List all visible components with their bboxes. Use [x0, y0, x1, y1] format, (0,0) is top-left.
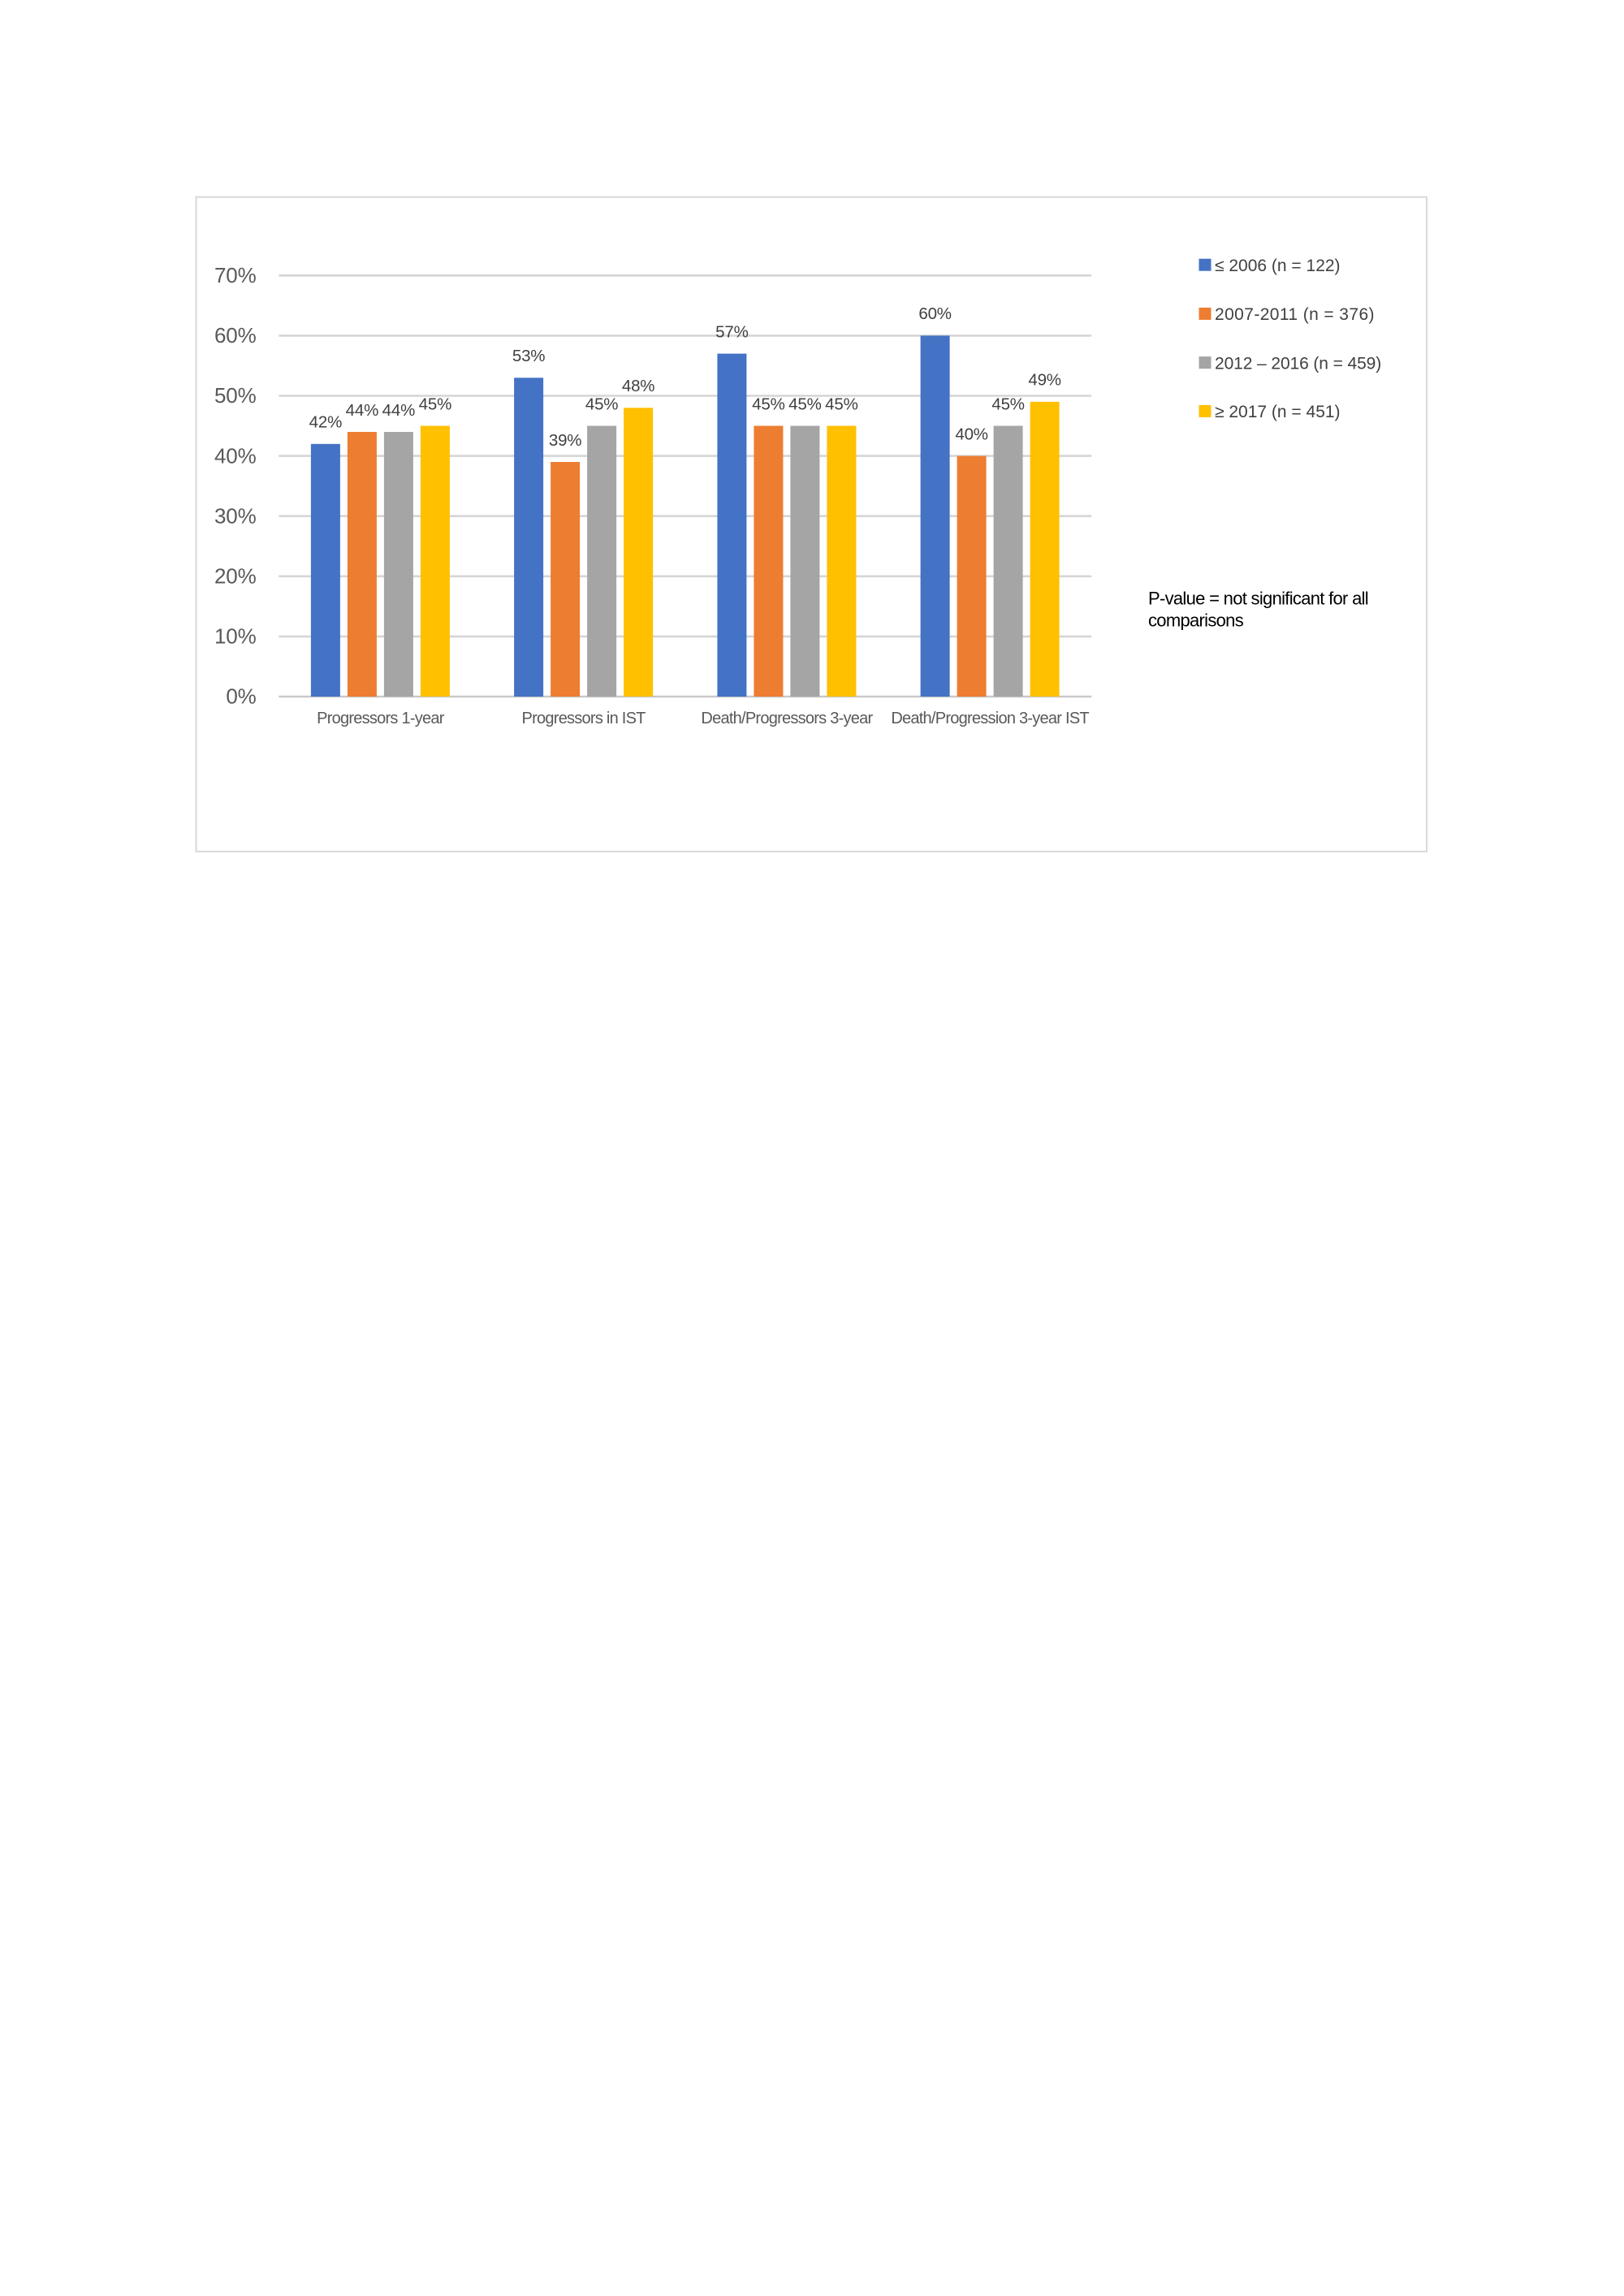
svg-text:comparisons: comparisons — [1148, 611, 1244, 631]
svg-text:Progressors 1-year: Progressors 1-year — [317, 710, 445, 727]
svg-text:P-value = not significant for: P-value = not significant for all — [1148, 589, 1368, 609]
svg-text:45%: 45% — [991, 395, 1024, 413]
svg-text:20%: 20% — [214, 564, 257, 589]
svg-text:30%: 30% — [214, 503, 257, 528]
svg-text:Death/Progressors 3-year: Death/Progressors 3-year — [701, 710, 873, 727]
svg-text:50%: 50% — [214, 383, 257, 408]
svg-text:≥ 2017 (n = 451): ≥ 2017 (n = 451) — [1215, 403, 1341, 421]
svg-text:48%: 48% — [622, 377, 654, 395]
svg-text:42%: 42% — [309, 413, 342, 432]
svg-text:40%: 40% — [955, 425, 987, 443]
svg-text:10%: 10% — [214, 624, 257, 649]
svg-text:60%: 60% — [918, 304, 951, 323]
svg-text:45%: 45% — [788, 395, 821, 413]
svg-text:45%: 45% — [419, 395, 451, 413]
svg-text:2007-2011 (n = 376): 2007-2011 (n = 376) — [1215, 305, 1375, 324]
svg-text:53%: 53% — [512, 347, 545, 365]
svg-text:60%: 60% — [214, 323, 257, 347]
svg-text:70%: 70% — [214, 263, 257, 287]
svg-text:0%: 0% — [226, 684, 256, 709]
svg-text:39%: 39% — [549, 431, 581, 450]
svg-text:45%: 45% — [585, 395, 618, 413]
svg-text:≤ 2006 (n = 122): ≤ 2006 (n = 122) — [1215, 257, 1341, 275]
svg-text:44%: 44% — [346, 401, 378, 420]
svg-text:45%: 45% — [752, 395, 784, 413]
svg-text:44%: 44% — [382, 401, 415, 420]
svg-text:57%: 57% — [715, 322, 748, 341]
svg-text:49%: 49% — [1028, 371, 1060, 390]
svg-text:45%: 45% — [825, 395, 857, 413]
svg-text:2012 – 2016 (n = 459): 2012 – 2016 (n = 459) — [1215, 354, 1381, 373]
svg-text:40%: 40% — [214, 443, 257, 468]
svg-text:Progressors in IST: Progressors in IST — [522, 710, 646, 727]
svg-text:Death/Progression 3-year IST: Death/Progression 3-year IST — [891, 710, 1089, 727]
